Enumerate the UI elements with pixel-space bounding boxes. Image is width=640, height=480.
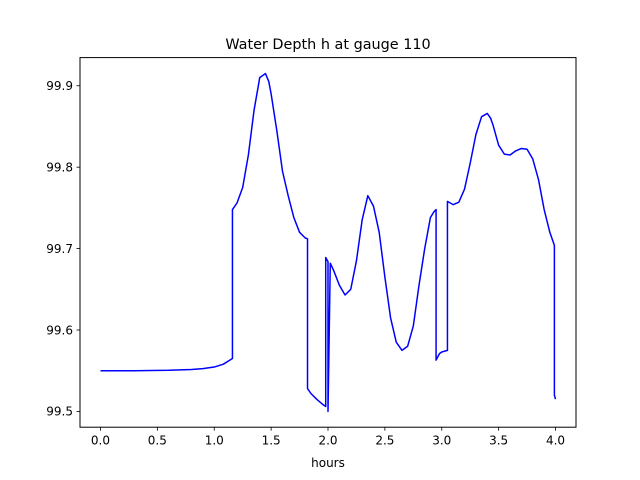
y-axis: 99.5 99.6 99.7 99.8 99.9 [46,79,80,419]
x-tick-label: 4.0 [546,434,565,448]
chart-title: Water Depth h at gauge 110 [225,37,430,53]
y-tick-label: 99.9 [46,79,73,93]
y-tick-label: 99.7 [46,242,73,256]
x-tick-label: 3.5 [489,434,508,448]
x-tick-label: 1.5 [262,434,281,448]
x-axis: 0.0 0.5 1.0 1.5 2.0 2.5 3.0 3.5 4.0 [91,427,565,448]
series-line-0 [100,72,557,413]
x-tick-label: 2.5 [375,434,394,448]
x-tick-label: 0.0 [91,434,110,448]
x-tick-label: 1.0 [205,434,224,448]
y-tick-label: 99.8 [46,160,73,174]
x-tick-label: 3.0 [432,434,451,448]
x-tick-label: 2.0 [318,434,337,448]
x-axis-label: hours [311,456,345,470]
series-layer [100,72,557,413]
y-tick-label: 99.6 [46,323,73,337]
y-tick-label: 99.5 [46,405,73,419]
x-tick-label: 0.5 [148,434,167,448]
